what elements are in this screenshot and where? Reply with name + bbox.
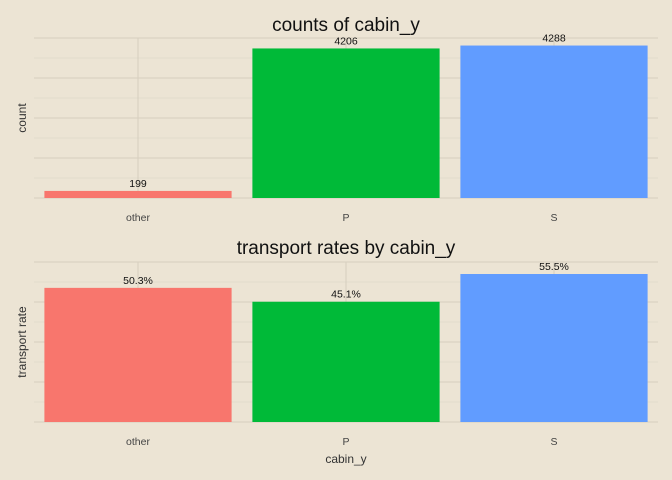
data-label: 4288 bbox=[542, 33, 566, 45]
data-label: 4206 bbox=[334, 35, 358, 47]
x-tick-label: other bbox=[126, 212, 150, 224]
y-axis-title: count bbox=[15, 103, 29, 133]
x-axis-title: cabin_y bbox=[325, 452, 366, 466]
chart-title: counts of cabin_y bbox=[272, 15, 420, 36]
bar-other bbox=[44, 190, 232, 198]
x-tick-label: P bbox=[342, 436, 349, 448]
bar-other bbox=[44, 287, 232, 422]
bar-p bbox=[252, 48, 440, 198]
data-label: 55.5% bbox=[539, 261, 569, 273]
bar-s bbox=[460, 45, 648, 198]
x-tick-label: S bbox=[550, 436, 557, 448]
data-label: 45.1% bbox=[331, 289, 361, 301]
x-tick-label: S bbox=[550, 212, 557, 224]
data-label: 50.3% bbox=[123, 275, 153, 287]
data-label: 199 bbox=[129, 178, 147, 190]
bar-s bbox=[460, 274, 648, 422]
bar-p bbox=[252, 301, 440, 422]
x-tick-label: other bbox=[126, 436, 150, 448]
chart-title: transport rates by cabin_y bbox=[237, 238, 456, 259]
x-tick-label: P bbox=[342, 212, 349, 224]
y-axis-title: transport rate bbox=[15, 306, 29, 378]
